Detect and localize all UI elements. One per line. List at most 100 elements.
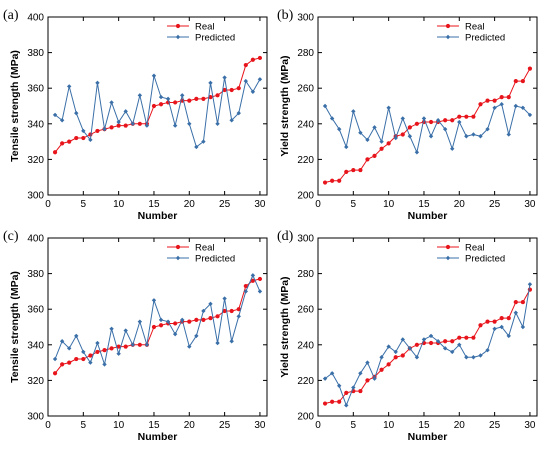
data-point	[322, 376, 328, 381]
data-point	[144, 123, 150, 128]
data-point	[372, 125, 377, 130]
data-point	[116, 344, 121, 349]
data-point	[520, 299, 525, 305]
series-real	[322, 66, 533, 185]
data-point	[158, 94, 164, 100]
data-point	[336, 383, 342, 388]
data-point	[201, 96, 206, 101]
data-point	[386, 105, 391, 110]
y-tick-label: 260	[297, 84, 314, 95]
chart-panel-1: (a) 0 5 10 15 20 25 30 300 320 340 360 380 400 Number T…	[3, 8, 268, 222]
y-axis-label: Yield strength (MPa)	[279, 55, 291, 156]
legend-label: Predicted	[465, 33, 505, 44]
data-point	[322, 401, 328, 406]
chart-panel-3: (c) 0 5 10 15 20 25 30 300 320 340 360 380 400 Number T…	[3, 229, 268, 443]
x-tick-label: 25	[219, 420, 231, 431]
data-point	[123, 344, 128, 349]
data-point	[102, 126, 107, 132]
y-tick-label: 360	[27, 305, 44, 316]
x-tick-label: 0	[315, 199, 321, 210]
data-point	[414, 342, 420, 347]
data-point	[60, 362, 65, 367]
data-point	[527, 282, 533, 287]
x-tick-label: 0	[45, 199, 51, 210]
data-point	[123, 109, 128, 114]
data-point	[243, 283, 248, 289]
data-point	[365, 137, 370, 143]
y-tick-label: 280	[297, 269, 314, 280]
data-point	[457, 114, 462, 119]
data-point	[250, 57, 255, 62]
data-point	[351, 385, 356, 390]
data-point	[365, 157, 370, 162]
data-point	[194, 333, 199, 339]
data-point	[250, 273, 256, 278]
data-point	[250, 278, 255, 283]
data-point	[187, 98, 192, 103]
data-point	[464, 355, 469, 360]
data-point	[116, 351, 121, 356]
data-point	[322, 103, 328, 109]
data-point	[471, 114, 476, 119]
legend-marker	[445, 244, 451, 250]
data-point	[464, 335, 469, 340]
data-point	[506, 333, 511, 339]
data-point	[330, 178, 335, 183]
data-point	[414, 150, 420, 155]
data-point	[215, 340, 220, 346]
y-tick-label: 300	[297, 13, 314, 24]
x-tick-label: 5	[351, 420, 357, 431]
data-point	[379, 367, 384, 372]
data-point	[407, 346, 413, 351]
y-tick-label: 280	[297, 48, 314, 59]
x-tick-label: 30	[254, 199, 266, 210]
series-real	[52, 55, 263, 155]
data-point	[52, 112, 58, 118]
data-point	[506, 132, 511, 137]
y-tick-label: 340	[27, 340, 44, 351]
chart-panel-4: (d) 0 5 10 15 20 25 30 200 220 240 260 280 300 Number Y…	[277, 229, 538, 443]
data-point	[457, 119, 462, 125]
data-point	[257, 77, 263, 82]
data-point	[52, 371, 58, 376]
data-point	[457, 342, 462, 347]
y-tick-label: 220	[297, 155, 314, 166]
panel-label: (b)	[277, 8, 294, 23]
data-point	[492, 326, 497, 331]
data-point	[386, 344, 391, 349]
data-point	[208, 95, 213, 100]
data-point	[158, 102, 164, 107]
data-point	[151, 73, 157, 78]
data-point	[443, 118, 448, 123]
data-point	[201, 317, 206, 322]
data-point	[59, 118, 65, 123]
data-point	[513, 103, 519, 109]
legend-marker	[175, 23, 181, 29]
data-point	[428, 119, 434, 125]
x-tick-label: 15	[418, 420, 430, 431]
data-point	[215, 93, 220, 98]
legend-marker	[445, 34, 451, 40]
data-point	[358, 167, 363, 173]
data-point	[358, 130, 363, 135]
data-point	[365, 360, 370, 365]
series-line	[54, 75, 261, 148]
data-point	[95, 340, 100, 346]
data-point	[435, 118, 441, 123]
data-point	[450, 118, 455, 123]
data-point	[421, 337, 427, 342]
data-point	[513, 299, 518, 305]
x-tick-label: 15	[148, 199, 160, 210]
data-point	[158, 317, 164, 323]
series-predicted	[322, 282, 533, 408]
x-tick-label: 20	[454, 420, 466, 431]
x-tick-label: 10	[113, 199, 125, 210]
data-point	[59, 339, 65, 344]
data-point	[520, 324, 526, 330]
legend-label: Predicted	[465, 254, 505, 265]
data-point	[236, 110, 241, 116]
y-tick-label: 300	[27, 412, 44, 423]
